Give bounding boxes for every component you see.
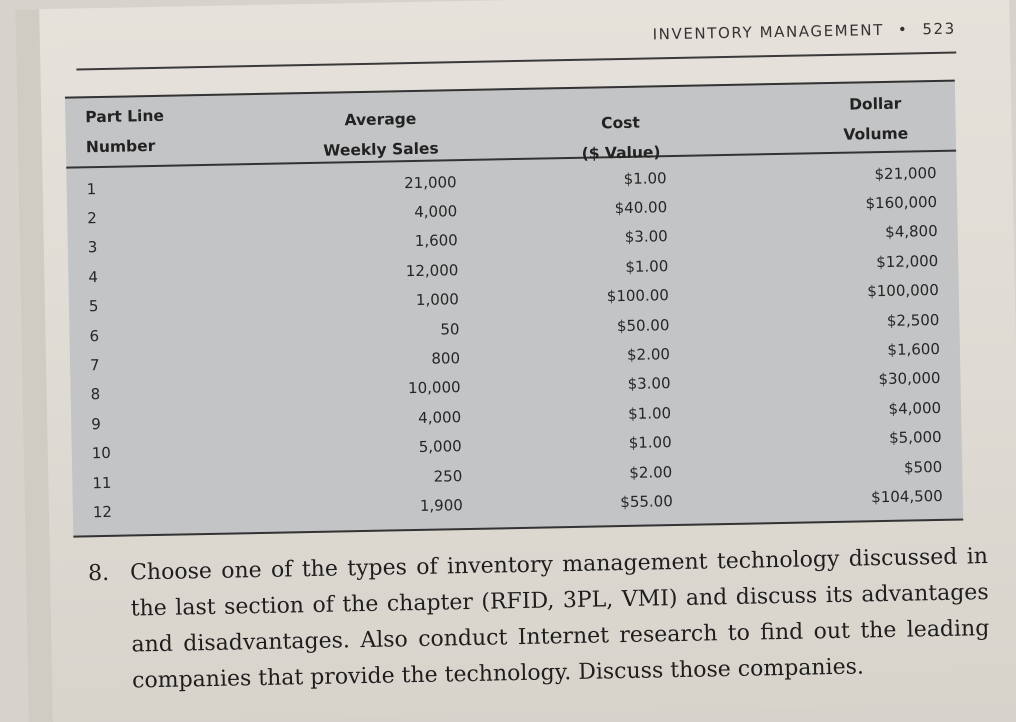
header-cost: Cost ($ Value) [465, 86, 716, 163]
header-line-1: Part Line [85, 106, 165, 127]
cell-sales: 4,000 [418, 407, 462, 427]
cell-cost: $1.00 [625, 256, 669, 276]
cell-part: 10 [91, 444, 112, 463]
cell-cost: $40.00 [614, 198, 668, 218]
exercise-number: 8. [87, 560, 110, 587]
cell-cost: $1.00 [628, 433, 672, 453]
header-line-1: Cost [601, 113, 641, 133]
cell-part: 12 [92, 502, 113, 522]
cell-sales: 250 [433, 466, 463, 486]
cell-volume: $30,000 [878, 369, 941, 389]
page-edge [15, 9, 53, 722]
cell-part: 11 [92, 473, 112, 492]
cell-volume: $104,500 [871, 486, 943, 507]
cell-cost: $2.00 [626, 345, 671, 364]
header-average-weekly-sales: Average Weekly Sales [215, 91, 466, 164]
cell-volume: $12,000 [876, 251, 939, 271]
cell-sales: 10,000 [407, 378, 461, 398]
cell-part: 8 [90, 385, 101, 404]
cell-sales: 21,000 [403, 172, 457, 192]
cell-volume: $21,000 [874, 163, 937, 183]
page-number: 523 [922, 19, 956, 39]
cell-volume: $160,000 [865, 193, 938, 213]
running-head-title: INVENTORY MANAGEMENT • 523 [652, 20, 955, 44]
header-dollar-volume: Dollar Volume [715, 82, 956, 155]
cell-cost: $50.00 [616, 315, 670, 335]
cell-cost: $1.00 [623, 168, 667, 188]
book-page: INVENTORY MANAGEMENT • 523 Part Line Numbe… [15, 0, 1016, 722]
cell-part: 9 [91, 414, 101, 434]
cell-sales: 1,900 [419, 496, 464, 515]
cell-part: 6 [89, 326, 100, 345]
cell-volume: $4,800 [885, 222, 938, 242]
running-head: INVENTORY MANAGEMENT • 523 [76, 20, 957, 71]
cell-part: 2 [87, 209, 97, 228]
inventory-table: Part Line Number Average Weekly Sales Co… [64, 79, 964, 538]
cell-cost: $55.00 [620, 492, 673, 512]
cell-part: 7 [89, 356, 100, 375]
cell-sales: 800 [431, 349, 461, 368]
cell-cost: $3.00 [624, 227, 668, 247]
cell-cost: $100.00 [606, 286, 670, 306]
header-line-2: Number [85, 136, 156, 157]
cell-sales: 4,000 [414, 202, 458, 222]
cell-sales: 1,600 [414, 231, 458, 251]
cell-sales: 1,000 [415, 290, 460, 310]
cell-cost: $2.00 [629, 462, 673, 482]
cell-sales: 5,000 [418, 437, 462, 457]
header-part-line-number: Part Line Number [65, 96, 216, 167]
cell-part: 4 [88, 267, 99, 287]
cell-sales: 12,000 [405, 261, 459, 281]
header-rule [76, 51, 957, 71]
table-body: 1 21,000 $1.00 $21,000 2 4,000 $40.00 $1… [66, 152, 963, 536]
cell-volume: $1,600 [887, 339, 941, 359]
cell-cost: $1.00 [627, 403, 672, 423]
header-line-2: Volume [843, 124, 909, 144]
separator-dot: • [897, 20, 909, 39]
exercise-text: Choose one of the types of inventory man… [129, 544, 990, 694]
cell-part: 1 [86, 179, 97, 198]
cell-volume: $4,000 [888, 398, 942, 418]
cell-volume: $2,500 [886, 310, 940, 330]
cell-volume: $5,000 [888, 428, 942, 448]
cell-sales: 50 [440, 319, 460, 339]
cell-cost: $3.00 [627, 374, 671, 394]
cell-part: 5 [88, 297, 99, 316]
exercise-question: 8. Choose one of the types of inventory … [88, 539, 991, 700]
header-line-1: Dollar [848, 94, 902, 114]
cell-volume: $500 [903, 457, 943, 477]
cell-part: 3 [87, 238, 98, 257]
header-line-2: Weekly Sales [323, 139, 439, 160]
header-line-2: ($ Value) [581, 143, 661, 163]
chapter-title: INVENTORY MANAGEMENT [652, 20, 885, 44]
cell-volume: $100,000 [867, 281, 939, 301]
header-line-1: Average [344, 109, 417, 130]
